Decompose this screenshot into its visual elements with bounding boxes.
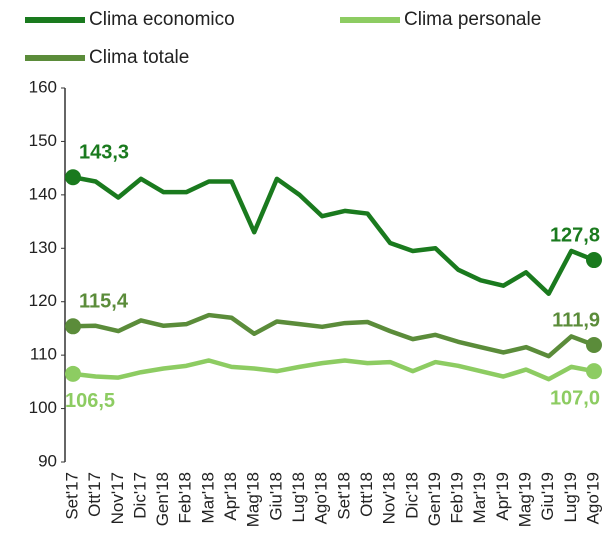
x-tick-label: Giu'18 bbox=[266, 472, 285, 521]
end-marker bbox=[65, 318, 81, 335]
y-tick-label: 130 bbox=[29, 238, 57, 257]
data-label: 127,8 bbox=[550, 224, 600, 246]
x-tick-label: Mar'18 bbox=[198, 472, 217, 523]
x-tick-label: Gen'19 bbox=[425, 472, 444, 526]
end-marker bbox=[586, 252, 602, 269]
x-tick-label: Lug'18 bbox=[289, 472, 308, 523]
x-tick-label: Ago'19 bbox=[583, 472, 602, 524]
y-tick-label: 90 bbox=[38, 451, 57, 470]
x-tick-label: Ago'18 bbox=[312, 472, 331, 524]
x-tick-label: Ott'18 bbox=[357, 472, 376, 517]
y-tick-label: 120 bbox=[29, 291, 57, 310]
data-label: 115,4 bbox=[79, 291, 129, 313]
x-tick-label: Dic'17 bbox=[130, 472, 149, 519]
data-label: 143,3 bbox=[79, 142, 129, 164]
end-marker bbox=[65, 365, 81, 382]
x-tick-label: Feb'18 bbox=[176, 472, 195, 523]
y-tick-label: 160 bbox=[29, 77, 57, 96]
y-tick-label: 100 bbox=[29, 398, 57, 417]
x-tick-label: Dic'18 bbox=[402, 472, 421, 519]
data-label: 107,0 bbox=[550, 387, 600, 409]
legend-label: Clima economico bbox=[89, 9, 235, 30]
x-tick-label: Nov'18 bbox=[380, 472, 399, 524]
x-tick-label: Set'17 bbox=[62, 472, 81, 520]
data-label: 106,5 bbox=[65, 390, 115, 412]
x-tick-label: Lug'19 bbox=[561, 472, 580, 523]
series-line bbox=[72, 175, 595, 296]
y-tick-label: 140 bbox=[29, 184, 57, 203]
y-tick-label: 110 bbox=[30, 345, 57, 364]
end-marker bbox=[586, 363, 602, 380]
x-tick-label: Feb'19 bbox=[448, 472, 467, 523]
x-tick-label: Gen'18 bbox=[153, 472, 172, 526]
x-tick-label: Mar'19 bbox=[470, 472, 489, 523]
x-tick-label: Mag'19 bbox=[516, 472, 535, 527]
y-tick-label: 150 bbox=[29, 131, 57, 150]
series-line bbox=[72, 358, 595, 382]
legend-label: Clima totale bbox=[89, 47, 189, 68]
x-tick-label: Giu'19 bbox=[538, 472, 557, 521]
series-line bbox=[72, 312, 595, 359]
x-tick-label: Nov'17 bbox=[108, 472, 127, 524]
x-tick-label: Apr'19 bbox=[493, 472, 512, 521]
x-tick-label: Set'18 bbox=[334, 472, 353, 520]
end-marker bbox=[65, 169, 81, 186]
end-marker bbox=[586, 336, 602, 353]
x-tick-label: Apr'18 bbox=[221, 472, 240, 521]
x-tick-label: Mag'18 bbox=[244, 472, 263, 527]
legend-label: Clima personale bbox=[404, 9, 541, 30]
x-tick-label: Ott'17 bbox=[85, 472, 104, 517]
data-label: 111,9 bbox=[552, 309, 600, 331]
